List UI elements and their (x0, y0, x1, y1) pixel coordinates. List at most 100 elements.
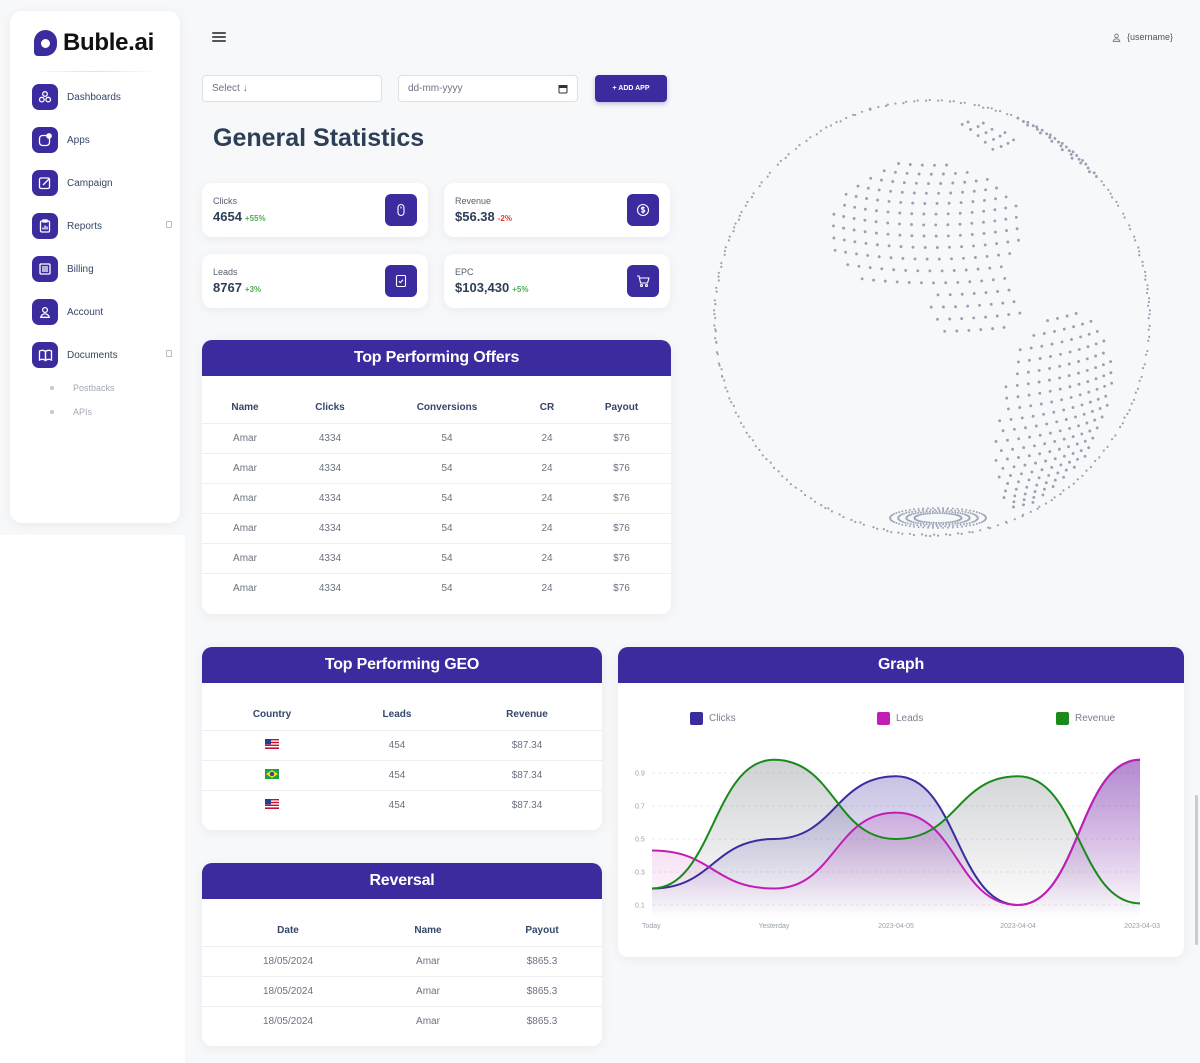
stat-label: Leads (213, 267, 238, 277)
stat-label: Revenue (455, 196, 492, 206)
series-line-revenue[interactable] (651, 758, 1141, 905)
panel-title: Graph (618, 647, 1184, 683)
stat-change: +55% (244, 214, 266, 223)
column-header: Country (252, 709, 292, 721)
top-geo-panel: Top Performing GEO Country Leads Revenue… (202, 647, 602, 830)
reversal-table: Date Name Payout 18/05/2024 Amar $865.3 18… (202, 916, 602, 1036)
sidebar-item-documents[interactable]: Documents (32, 341, 172, 369)
column-header: Revenue (506, 709, 548, 721)
column-header: Name (414, 925, 442, 937)
scrollbar[interactable] (1195, 795, 1198, 945)
mouse-icon (385, 194, 417, 226)
panel-title: Top Performing GEO (202, 647, 602, 683)
username: {username} (1126, 32, 1173, 42)
line-chart: 0.9 0.7 0.5 0.3 0.1 Today Yesterday 2023-04-05 2… (635, 758, 1160, 930)
table-header-row: Name Clicks Conversions CR Payout (202, 393, 671, 423)
table-row[interactable]: Amar 4334 54 24 $76 (202, 512, 671, 543)
bullet-icon (50, 386, 54, 390)
sidebar-item-label: Billing (67, 263, 94, 275)
apps-icon (32, 127, 58, 153)
stat-value: $56.38 -2% (455, 209, 512, 224)
y-tick-label: 0.1 (635, 903, 645, 910)
logo-mark-icon (34, 30, 57, 56)
legend-label: Leads (896, 713, 924, 724)
sidebar-item-label: Documents (67, 349, 118, 361)
legend-item-leads[interactable]: Leads (877, 712, 923, 725)
add-app-button[interactable]: + ADD APP (595, 75, 667, 102)
table-row[interactable]: 18/05/2024 Amar $865.3 (202, 945, 602, 976)
table-row[interactable]: Amar 4334 54 24 $76 (202, 542, 671, 573)
stat-change: +3% (244, 285, 262, 294)
checklist-icon (385, 265, 417, 297)
stat-card-epc: EPC $103,430 +5% (444, 254, 670, 308)
sidebar-item-apps[interactable]: Apps (32, 126, 172, 154)
sidebar-item-campaign[interactable]: Campaign (32, 169, 172, 197)
sidebar-item-billing[interactable]: Billing (32, 255, 172, 283)
column-header: Name (231, 402, 259, 414)
series-line-leads[interactable] (651, 758, 1141, 907)
column-header: Leads (382, 709, 412, 721)
column-header: Payout (525, 925, 559, 937)
menu-toggle-icon[interactable] (212, 32, 226, 42)
date-placeholder: dd-mm-yyyy (408, 83, 463, 94)
sidebar-item-label: Campaign (67, 177, 113, 189)
x-tick-label: 2023-04-04 (1000, 923, 1036, 930)
column-header: Date (277, 925, 299, 937)
chevron-icon[interactable] (166, 221, 172, 228)
y-tick-label: 0.5 (635, 837, 645, 844)
legend-label: Revenue (1075, 713, 1116, 724)
sidebar-subitem-postbacks[interactable]: Postbacks (50, 383, 115, 393)
calendar-icon[interactable] (558, 84, 568, 94)
legend-item-revenue[interactable]: Revenue (1056, 712, 1115, 725)
table-header-row: Country Leads Revenue (202, 700, 602, 730)
legend-swatch (690, 712, 703, 725)
bullet-icon (50, 410, 54, 414)
select-dropdown[interactable]: Select ↓ (202, 75, 382, 102)
select-label: Select ↓ (212, 83, 248, 94)
page-title: General Statistics (213, 124, 425, 152)
sidebar-item-dashboards[interactable]: Dashboards (32, 83, 172, 111)
sidebar-item-reports[interactable]: Reports (32, 212, 172, 240)
x-tick-label: 2023-04-05 (878, 923, 914, 930)
column-header: Conversions (416, 402, 478, 414)
table-row[interactable]: Amar 4334 54 24 $76 (202, 422, 671, 453)
table-row[interactable]: Amar 4334 54 24 $76 (202, 452, 671, 483)
table-row[interactable]: 18/05/2024 Amar $865.3 (202, 1005, 602, 1036)
date-input[interactable]: dd-mm-yyyy (398, 75, 578, 102)
logo[interactable]: Buble.ai (34, 29, 154, 57)
dollar-icon (627, 194, 659, 226)
sidebar-subitem-label: Postbacks (73, 383, 115, 393)
sidebar-item-account[interactable]: Account (32, 298, 172, 326)
legend-swatch (877, 712, 890, 725)
br-flag-icon (265, 768, 279, 779)
us-flag-icon (265, 798, 279, 809)
sidebar: Buble.ai Dashboards Apps Campaign Report… (10, 11, 180, 523)
sidebar-item-label: Dashboards (67, 91, 121, 103)
us-flag-icon (265, 738, 279, 749)
sidebar-subitem-apis[interactable]: APIs (50, 407, 92, 417)
billing-icon (32, 256, 58, 282)
divider (30, 71, 160, 72)
table-row[interactable]: Amar 4334 54 24 $76 (202, 482, 671, 513)
table-row[interactable]: 454 $87.34 (202, 789, 602, 820)
table-row[interactable]: Amar 4334 54 24 $76 (202, 572, 671, 603)
stat-label: Clicks (213, 196, 237, 206)
column-header: Payout (604, 402, 639, 414)
reversal-panel: Reversal Date Name Payout 18/05/2024 Amar… (202, 863, 602, 1046)
sidebar-item-label: Reports (67, 220, 103, 232)
sidebar-background (0, 535, 185, 1063)
stat-card-revenue: Revenue $56.38 -2% (444, 183, 670, 237)
table-row[interactable]: 454 $87.34 (202, 729, 602, 760)
y-tick-label: 0.9 (635, 771, 645, 778)
legend-item-clicks[interactable]: Clicks (690, 712, 736, 725)
table-row[interactable]: 454 $87.34 (202, 759, 602, 790)
table-header-row: Date Name Payout (202, 916, 602, 946)
dotted-globe-illustration (713, 98, 1151, 538)
stat-label: EPC (455, 267, 474, 277)
user-menu[interactable]: {username} (1112, 32, 1173, 42)
cart-icon (627, 265, 659, 297)
x-tick-label: 2023-04-03 (1124, 923, 1160, 930)
table-row[interactable]: 18/05/2024 Amar $865.3 (202, 975, 602, 1006)
column-header: CR (539, 402, 555, 414)
chevron-icon[interactable] (166, 350, 172, 357)
